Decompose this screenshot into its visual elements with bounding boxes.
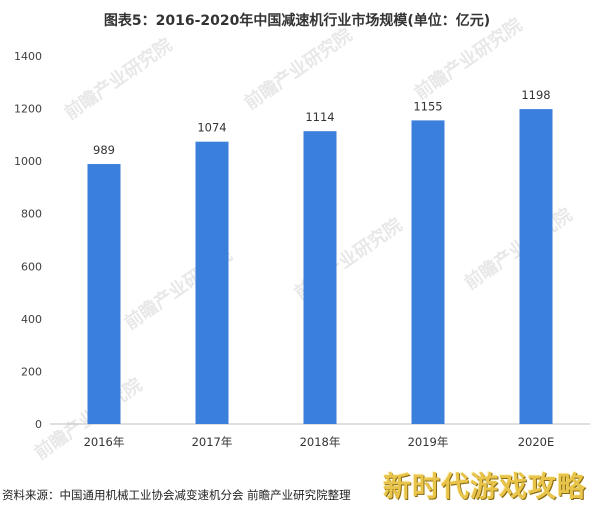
chart-title: 图表5：2016-2020年中国减速机行业市场规模(单位：亿元)	[103, 13, 491, 29]
y-tick-label: 800	[21, 208, 42, 221]
watermark-text: 前瞻产业研究院	[60, 34, 176, 124]
watermark-text: 前瞻产业研究院	[410, 14, 526, 104]
y-tick-label: 400	[21, 313, 42, 326]
bar-value-label: 1155	[413, 99, 442, 113]
y-axis: 0 200 400 600 800 1000 1200 1400	[14, 50, 42, 431]
bar	[87, 164, 121, 424]
bars: 989 1074 1114 1155 1198	[87, 88, 553, 425]
bar	[411, 120, 445, 425]
bar-value-label: 1114	[305, 110, 334, 124]
site-watermark-overlay: 新时代游戏攻略	[382, 470, 586, 503]
x-tick-label: 2018年	[300, 435, 341, 449]
watermark-text: 前瞻产业研究院	[460, 204, 576, 294]
bar-value-label: 1198	[521, 88, 550, 102]
watermark-text: 前瞻产业研究院	[240, 24, 356, 114]
y-tick-label: 1400	[14, 50, 42, 63]
x-tick-label: 2016年	[84, 435, 125, 449]
x-tick-label: 2019年	[408, 435, 449, 449]
y-tick-label: 200	[21, 365, 42, 378]
y-tick-label: 600	[21, 260, 42, 273]
bar-value-label: 1074	[197, 121, 226, 135]
x-axis: 2016年 2017年 2018年 2019年 2020E	[84, 435, 555, 449]
bar	[303, 131, 337, 425]
bar-value-label: 989	[93, 143, 115, 157]
source-note: 资料来源：中国通用机械工业协会减变速机分会 前瞻产业研究院整理	[2, 488, 351, 502]
x-tick-label: 2020E	[518, 435, 555, 449]
y-tick-label: 0	[35, 418, 42, 431]
bar	[195, 141, 229, 425]
y-tick-label: 1200	[14, 103, 42, 116]
bar	[519, 109, 553, 425]
y-tick-label: 1000	[14, 155, 42, 168]
x-tick-label: 2017年	[192, 435, 233, 449]
